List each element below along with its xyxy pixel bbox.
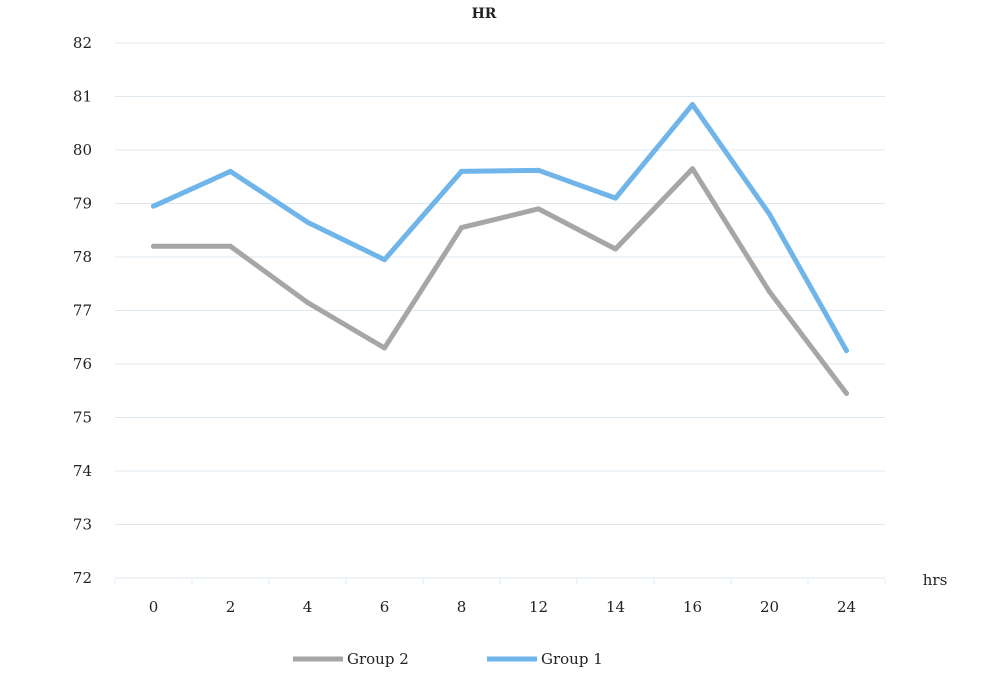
legend-label: Group 2 — [347, 650, 409, 668]
data-point — [844, 390, 849, 396]
x-tick-label: 20 — [760, 598, 779, 616]
y-tick-label: 78 — [73, 248, 92, 266]
x-tick-label: 24 — [837, 598, 856, 616]
data-point — [767, 211, 772, 217]
y-tick-label: 81 — [73, 88, 92, 106]
data-point — [305, 219, 310, 225]
data-point — [305, 299, 310, 305]
data-point — [767, 289, 772, 295]
y-tick-label: 73 — [73, 516, 92, 534]
series-line-group-1 — [151, 102, 849, 354]
x-tick-label: 4 — [303, 598, 313, 616]
series-line-group-2 — [151, 166, 849, 396]
x-tick-label: 8 — [457, 598, 467, 616]
y-tick-label: 76 — [73, 355, 92, 373]
data-point — [459, 225, 464, 231]
series-lines — [151, 102, 849, 396]
y-tick-label: 80 — [73, 141, 92, 159]
x-tick-label: 14 — [606, 598, 625, 616]
data-point — [690, 166, 695, 172]
data-point — [228, 168, 233, 174]
grid-lines — [115, 42, 885, 525]
data-point — [228, 243, 233, 249]
data-point — [613, 195, 618, 201]
x-tick-label: 6 — [380, 598, 390, 616]
x-tick-label: 12 — [529, 598, 548, 616]
y-tick-label: 79 — [73, 195, 92, 213]
data-point — [151, 203, 156, 209]
data-point — [536, 206, 541, 212]
y-tick-label: 82 — [73, 34, 92, 52]
chart-title: HR — [472, 6, 497, 22]
y-tick-label: 72 — [73, 569, 92, 587]
legend-label: Group 1 — [541, 650, 603, 668]
data-point — [382, 345, 387, 351]
data-point — [382, 257, 387, 263]
legend: Group 2 Group 1 — [293, 650, 603, 668]
data-point — [151, 243, 156, 249]
y-tick-label: 75 — [73, 409, 92, 427]
x-tick-label: 2 — [226, 598, 236, 616]
data-point — [690, 102, 695, 108]
data-point — [459, 168, 464, 174]
x-axis-title: hrs — [923, 571, 948, 589]
x-tick-label: 16 — [683, 598, 702, 616]
y-tick-label: 77 — [73, 302, 92, 320]
data-point — [613, 246, 618, 252]
data-point — [536, 167, 541, 173]
y-tick-label: 74 — [73, 462, 92, 480]
x-tick-label: 0 — [149, 598, 159, 616]
data-point — [844, 348, 849, 354]
